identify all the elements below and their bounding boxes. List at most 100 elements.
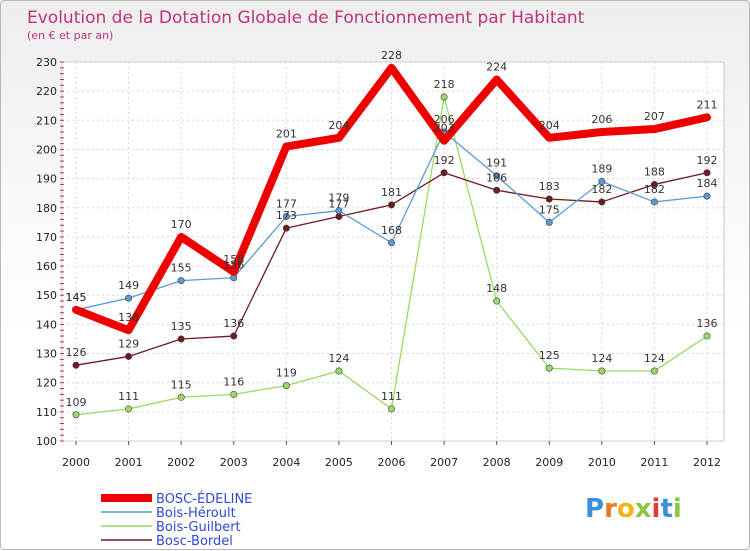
y-tick-label: 100	[36, 435, 57, 448]
data-point	[703, 192, 711, 200]
legend-label: Bosc-Bordel	[156, 534, 233, 549]
y-tick-label: 230	[36, 56, 57, 69]
data-point	[282, 213, 290, 221]
legend: BOSC-ÉDELINEBois-HéroultBois-GuilbertBos…	[101, 491, 252, 549]
x-tick-label: 2010	[588, 456, 616, 469]
y-tick-label: 220	[36, 85, 57, 98]
data-point	[650, 198, 658, 206]
svg-text:Proxiti: Proxiti	[585, 494, 682, 524]
y-tick-label: 210	[36, 114, 57, 127]
data-label: 203	[434, 122, 455, 135]
data-point	[598, 178, 606, 186]
proxiti-logo: Proxiti	[585, 494, 682, 524]
data-label: 189	[591, 163, 612, 176]
data-label: 135	[171, 320, 192, 333]
series-bosc-bordel	[72, 169, 711, 369]
y-tick-label: 170	[36, 231, 57, 244]
data-label: 183	[539, 180, 560, 193]
data-label: 156	[223, 259, 244, 272]
data-point	[387, 239, 395, 247]
legend-label: Bois-Guilbert	[156, 520, 241, 535]
data-point	[650, 180, 658, 188]
x-tick-label: 2004	[272, 456, 300, 469]
grid	[61, 61, 725, 442]
data-point	[545, 364, 553, 372]
data-label: 192	[697, 154, 718, 167]
data-label: 182	[644, 183, 665, 196]
data-label: 136	[697, 317, 718, 330]
x-tick-label: 2008	[483, 456, 511, 469]
data-point	[125, 294, 133, 302]
data-point	[335, 213, 343, 221]
data-point	[703, 169, 711, 177]
data-label: 224	[486, 60, 507, 73]
data-label: 206	[434, 113, 455, 126]
data-point	[493, 186, 501, 194]
data-point	[72, 411, 80, 419]
data-label: 168	[381, 224, 402, 237]
x-tick-label: 2006	[378, 456, 406, 469]
data-label: 109	[66, 396, 87, 409]
series-group	[72, 63, 711, 419]
data-label: 125	[539, 349, 560, 362]
legend-entry: Bosc-Bordel	[101, 534, 233, 549]
data-label: 126	[66, 346, 87, 359]
y-tick-label: 160	[36, 260, 57, 273]
y-tick-label: 110	[36, 406, 57, 419]
y-tick-label: 200	[36, 143, 57, 156]
data-label: 181	[381, 186, 402, 199]
legend-entry: BOSC-ÉDELINE	[101, 491, 252, 507]
legend-entry: Bois-Héroult	[101, 506, 236, 521]
legend-label: Bois-Héroult	[156, 506, 236, 521]
data-point	[230, 332, 238, 340]
data-point	[177, 277, 185, 285]
x-tick-label: 2012	[693, 456, 721, 469]
data-point	[493, 172, 501, 180]
data-point	[493, 297, 501, 305]
data-label: 115	[171, 378, 192, 391]
series-bosc-deline	[72, 63, 711, 335]
data-point	[282, 224, 290, 232]
data-point	[598, 198, 606, 206]
x-tick-label: 2011	[640, 456, 668, 469]
data-point	[125, 405, 133, 413]
data-point	[387, 201, 395, 209]
data-label: 124	[591, 352, 612, 365]
data-label: 218	[434, 78, 455, 91]
data-label: 188	[644, 165, 665, 178]
data-label: 116	[223, 375, 244, 388]
data-label: 184	[697, 177, 718, 190]
y-tick-label: 150	[36, 289, 57, 302]
data-point	[440, 93, 448, 101]
data-label: 149	[118, 279, 139, 292]
data-label: 158	[223, 253, 244, 266]
data-label: 179	[328, 192, 349, 205]
x-tick-label: 2005	[325, 456, 353, 469]
data-point	[282, 382, 290, 390]
y-tick-label: 180	[36, 202, 57, 215]
data-point	[545, 218, 553, 226]
data-label: 111	[381, 390, 402, 403]
data-point	[177, 335, 185, 343]
data-label: 145	[66, 291, 87, 304]
legend-entry: Bois-Guilbert	[101, 520, 241, 535]
y-tick-label: 130	[36, 348, 57, 361]
data-point	[125, 352, 133, 360]
x-tick-label: 2007	[430, 456, 458, 469]
x-tick-label: 2000	[62, 456, 90, 469]
data-point	[650, 367, 658, 375]
data-label: 186	[486, 171, 507, 184]
x-tick-label: 2001	[115, 456, 143, 469]
data-point	[387, 405, 395, 413]
series-bois-guilbert	[72, 93, 711, 419]
data-label: 124	[644, 352, 665, 365]
data-label: 177	[328, 198, 349, 211]
data-point	[598, 367, 606, 375]
data-label: 124	[328, 352, 349, 365]
data-label: 170	[171, 218, 192, 231]
y-tick-label: 140	[36, 318, 57, 331]
data-label: 211	[697, 98, 718, 111]
y-tick-label: 120	[36, 377, 57, 390]
